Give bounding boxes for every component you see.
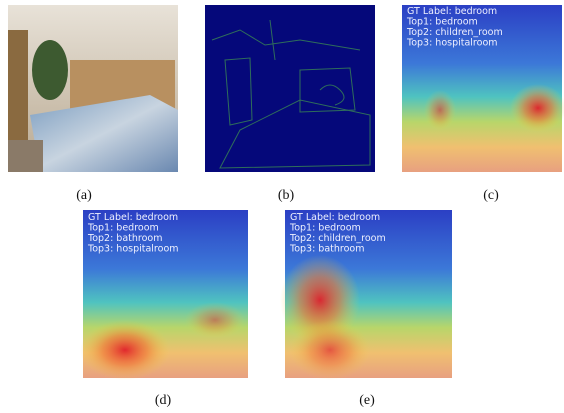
figure: (a) (b) (c) (d) (e) GT Label: bedroomTop…	[0, 0, 564, 413]
dresser	[8, 30, 28, 140]
prediction-label: GT Label: bedroom	[407, 6, 497, 17]
floor	[8, 140, 43, 172]
caption: (e)	[359, 393, 375, 408]
hot-spot	[185, 302, 245, 338]
prediction-label: GT Label: bedroom	[290, 212, 380, 223]
hot-spot	[80, 320, 170, 380]
caption: (a)	[76, 188, 92, 203]
prediction-label: Top3: hospitalroom	[406, 38, 498, 49]
prediction-label: Top3: hospitalroom	[87, 244, 179, 255]
prediction-label: Top1: bedroom	[406, 17, 478, 28]
hot-spot	[290, 320, 370, 380]
prediction-label: Top2: bathroom	[87, 233, 162, 244]
caption: (d)	[155, 393, 172, 408]
prediction-label: GT Label: bedroom	[88, 212, 178, 223]
plant	[32, 40, 68, 100]
caption: (b)	[278, 188, 295, 203]
hot-spot	[510, 84, 564, 132]
caption: (c)	[483, 188, 499, 203]
edge-map	[205, 5, 375, 172]
prediction-label: Top3: bathroom	[289, 244, 364, 255]
prediction-label: Top2: children_room	[406, 27, 503, 38]
prediction-label: Top2: children_room	[289, 233, 386, 244]
edge-background	[205, 5, 375, 172]
prediction-label: Top1: bedroom	[289, 223, 361, 234]
hot-spot	[424, 90, 456, 130]
prediction-label: Top1: bedroom	[87, 223, 159, 234]
photo	[8, 5, 178, 172]
